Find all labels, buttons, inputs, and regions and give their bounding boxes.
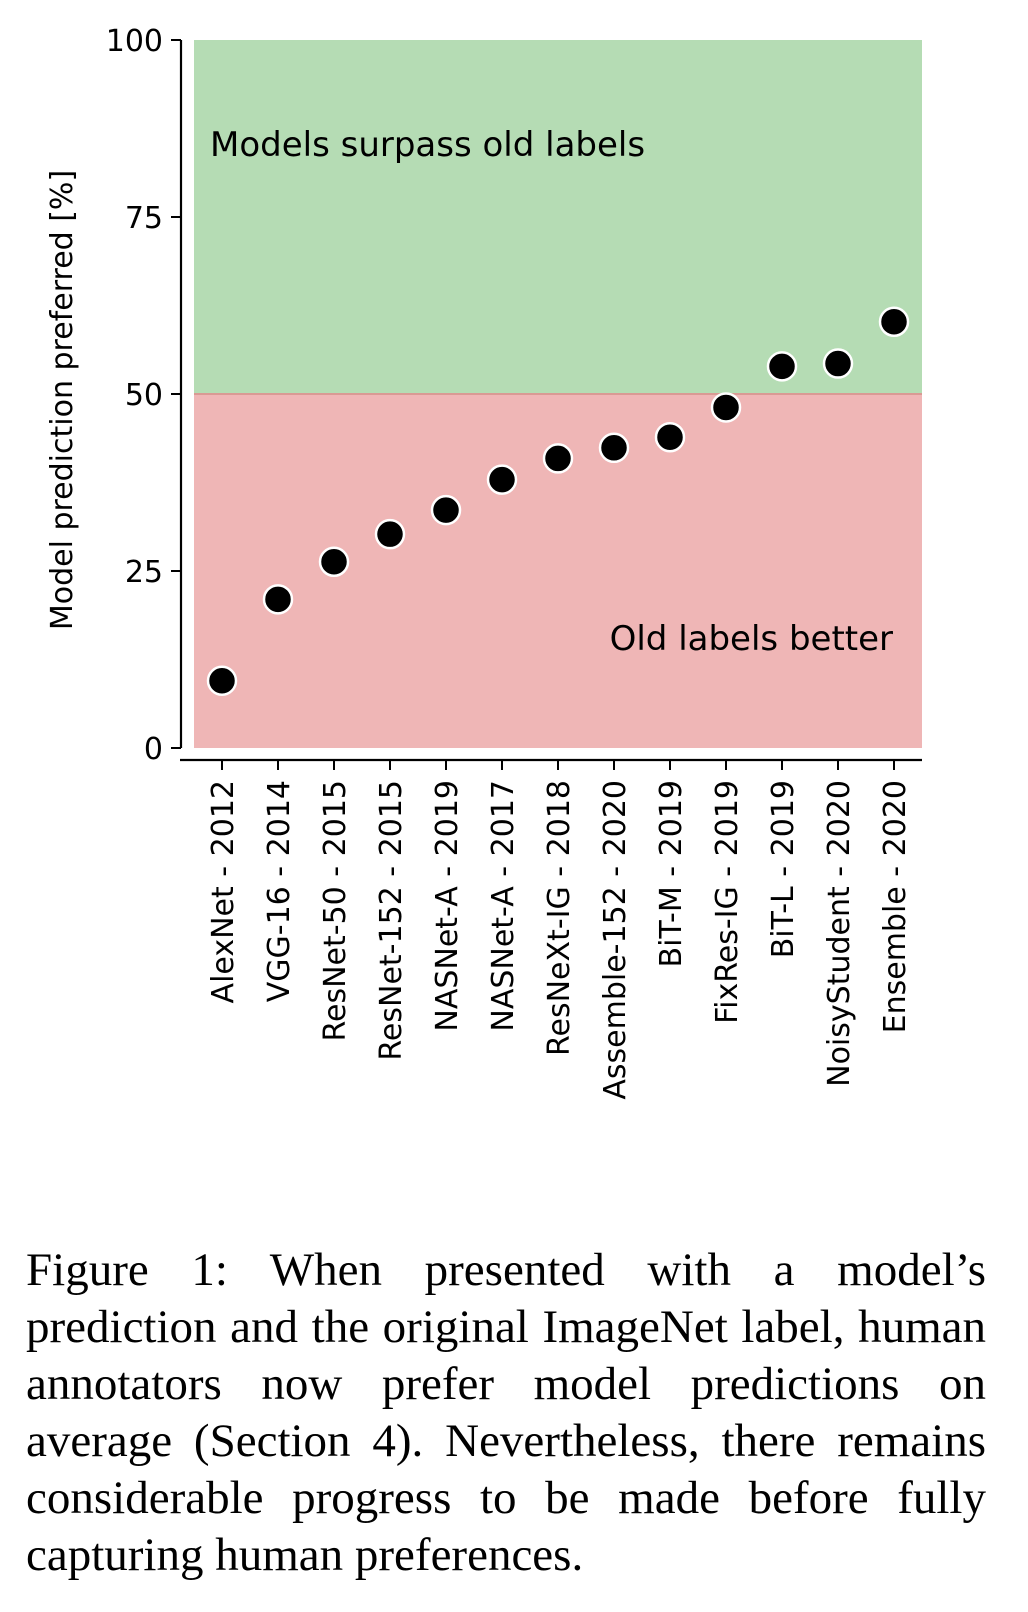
data-point	[598, 432, 630, 464]
data-point	[710, 392, 742, 423]
data-point	[206, 665, 238, 696]
x-tick-label: ResNet-152 - 2015	[374, 780, 409, 1061]
y-tick-label: 100	[106, 24, 163, 59]
data-point	[374, 518, 406, 550]
data-point	[542, 443, 574, 474]
x-tick-label: AlexNet - 2012	[206, 780, 241, 1003]
data-point	[654, 421, 686, 453]
x-tick-label: Assemble-152 - 2020	[598, 780, 633, 1100]
y-tick-label: 25	[125, 555, 163, 590]
x-tick-label: NoisyStudent - 2020	[822, 780, 857, 1087]
data-points	[206, 306, 910, 696]
y-tick-label: 0	[144, 732, 163, 767]
data-point	[486, 464, 518, 495]
x-tick-label: FixRes-IG - 2019	[710, 780, 745, 1024]
data-point	[766, 351, 798, 382]
y-tick-label: 50	[125, 378, 163, 413]
data-point	[262, 584, 294, 615]
x-tick-label: ResNeXt-IG - 2018	[542, 780, 577, 1056]
scatter-chart: 0 25 50 75 100 AlexNet - 2012 VGG-16 - 2014 Re…	[45, 24, 922, 1100]
x-tick-label: Ensemble - 2020	[878, 780, 913, 1033]
x-tick-label: ResNet-50 - 2015	[318, 780, 353, 1042]
x-tick-label: BiT-L - 2019	[766, 780, 801, 958]
data-point	[318, 546, 350, 578]
x-tick-label: VGG-16 - 2014	[262, 780, 297, 1002]
x-tick-label: BiT-M - 2019	[654, 780, 689, 967]
region-models-surpass	[194, 40, 922, 394]
region-label-upper: Models surpass old labels	[210, 125, 645, 165]
data-point	[822, 348, 854, 379]
figure-caption: Figure 1: When presented with a model’s …	[26, 1244, 986, 1581]
data-point	[878, 306, 910, 338]
x-axis-ticks: AlexNet - 2012 VGG-16 - 2014 ResNet-50 - 2…	[206, 760, 913, 1100]
x-tick-label: NASNet-A - 2019	[430, 780, 465, 1032]
x-tick-label: NASNet-A - 2017	[486, 780, 521, 1032]
data-point	[430, 494, 462, 526]
y-axis-label: Model prediction preferred [%]	[45, 170, 80, 630]
y-tick-label: 75	[125, 201, 163, 236]
y-axis-ticks: 0 25 50 75 100	[106, 24, 181, 767]
region-label-lower: Old labels better	[610, 619, 893, 659]
